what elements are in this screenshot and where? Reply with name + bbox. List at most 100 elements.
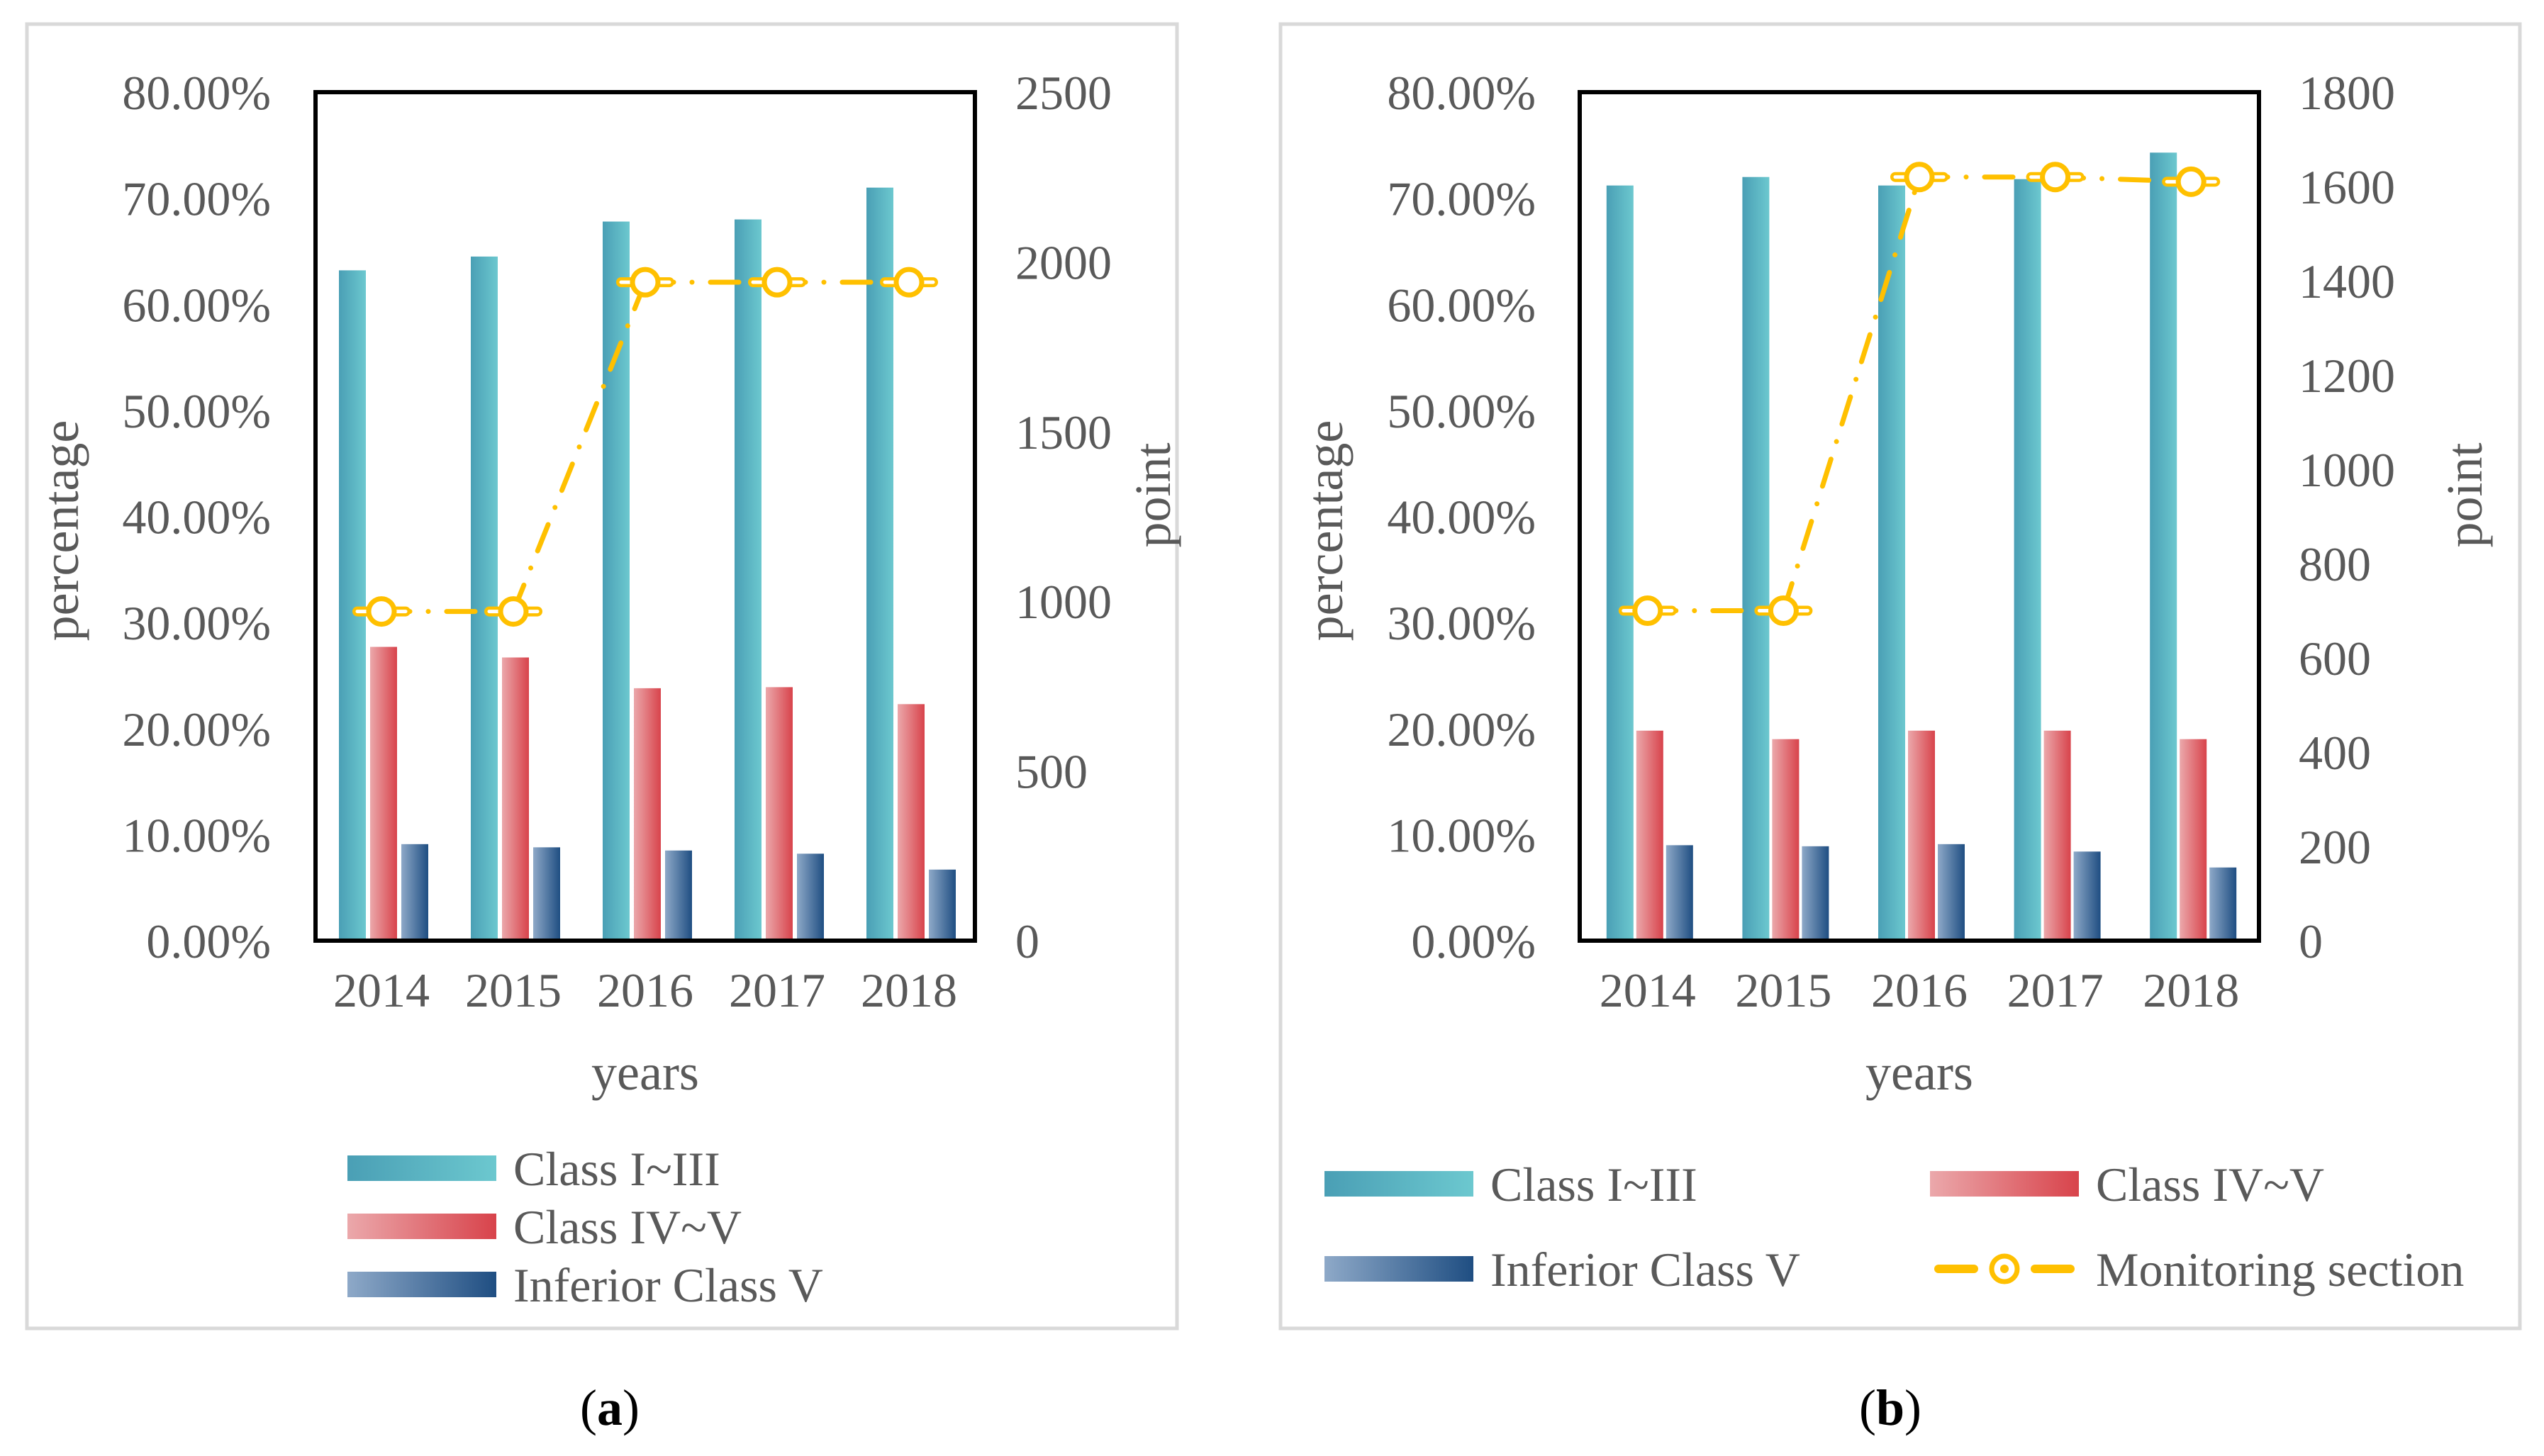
panel-b-line-marker-2017 xyxy=(2040,162,2071,193)
panel-b-bar-inferior-class-v-2016 xyxy=(1938,844,1965,941)
panel-b-x-tick-label: 2014 xyxy=(1600,963,1696,1017)
panel-a-bar-class-iv-v-2016 xyxy=(634,688,661,941)
panel-a-caption-close: ) xyxy=(623,1379,640,1436)
panel-b-bar-class-iv-v-2017 xyxy=(2043,730,2071,941)
panel-a-bar-inferior-class-v-2018 xyxy=(929,869,956,941)
panel-a-bar-inferior-class-v-2016 xyxy=(665,850,692,941)
panel-b-bar-inferior-class-v-2015 xyxy=(1802,846,1829,941)
panel-b-y-tick-label: 50.00% xyxy=(1387,384,1536,438)
panel-a-y-tick-label: 0.00% xyxy=(146,914,271,968)
panel-a-line-marker-2017 xyxy=(761,267,793,298)
panel-a-y-tick-label: 40.00% xyxy=(122,491,271,544)
panel-b-y2-tick-label: 1600 xyxy=(2299,160,2395,214)
panel-a-bar-inferior-class-v-2014 xyxy=(401,844,428,941)
panel-b-line-marker-2015 xyxy=(1768,595,1799,626)
panel-a: 0.00% 10.00% 20.00% 30.00% 40.00% 50.00% 60.00… xyxy=(25,22,1181,1436)
panel-a-frame xyxy=(25,22,1179,1331)
panel-b-caption-close: ) xyxy=(1904,1379,1921,1436)
panel-b-y-tick-label: 40.00% xyxy=(1387,491,1536,544)
panel-b-legend-label-monitoring-section: Monitoring section xyxy=(2096,1243,2464,1297)
panel-b-legend-label-inferior-class-v: Inferior Class V xyxy=(1490,1243,1800,1297)
panel-a-legend-swatch-class-i-iii xyxy=(347,1155,496,1181)
panel-b-legend-swatch-class-iv-v xyxy=(1930,1171,2079,1197)
panel-a-legend-label-class-i-iii: Class I~III xyxy=(513,1142,720,1196)
panel-b-y-axis-label: percentage xyxy=(1297,420,1354,642)
panel-a-y-tick-label: 20.00% xyxy=(122,702,271,756)
panel-b-legend-swatch-inferior-class-v xyxy=(1324,1256,1473,1282)
panel-a-y2-tick-label: 0 xyxy=(1015,914,1039,968)
panel-a-y2-tick-label: 2000 xyxy=(1015,235,1112,289)
panel-b-y2-tick-label: 1400 xyxy=(2299,254,2395,308)
panel-b-line-segment xyxy=(1780,174,1922,613)
panel-b-bar-class-iv-v-2014 xyxy=(1636,730,1663,941)
panel-a-legend-label-class-iv-v: Class IV~V xyxy=(513,1200,742,1254)
panel-a-line-marker-2016 xyxy=(630,267,661,298)
panel-b-y2-tick-label: 600 xyxy=(2299,632,2371,685)
panel-a-y-tick-label: 10.00% xyxy=(122,808,271,862)
panel-b-y-tick-label: 60.00% xyxy=(1387,278,1536,332)
panel-b-y2-axis-label: point xyxy=(2436,442,2493,547)
panel-b-x-tick-label: 2018 xyxy=(2143,963,2239,1017)
panel-a-line-segment xyxy=(511,279,648,615)
panel-b-y2-tick-label: 400 xyxy=(2299,726,2371,780)
panel-b-line-marker-2018 xyxy=(2175,166,2207,197)
panel-a-bar-class-iv-v-2015 xyxy=(502,657,529,941)
panel-b-y-tick-label: 70.00% xyxy=(1387,172,1536,226)
panel-a-bar-class-iv-v-2017 xyxy=(766,687,793,941)
panel-a-y2-axis-label: point xyxy=(1125,442,1181,547)
panel-b-frame xyxy=(1278,22,2522,1331)
panel-a-caption-letter: a xyxy=(597,1379,623,1436)
panel-b: 0.00% 10.00% 20.00% 30.00% 40.00% 50.00% 60.00… xyxy=(1278,22,2522,1436)
panel-b-bar-class-i-iii-2017 xyxy=(2014,179,2041,941)
panel-b-line-marker-2016 xyxy=(1904,162,1935,193)
panel-b-y2-tick-label: 1000 xyxy=(2299,443,2395,497)
panel-a-x-tick-label: 2015 xyxy=(465,963,562,1017)
panel-a-x-tick-label: 2014 xyxy=(333,963,430,1017)
panel-a-x-axis-label: years xyxy=(591,1044,699,1101)
panel-a-line-marker-2015 xyxy=(498,596,529,627)
panel-a-line-marker-2014 xyxy=(366,596,397,627)
panel-b-legend-swatch-monitoring-section xyxy=(1934,1253,2075,1284)
panel-a-bar-class-iv-v-2018 xyxy=(898,704,925,941)
panel-b-y2-tick-label: 1800 xyxy=(2299,66,2395,120)
panel-b-y2-tick-label: 1200 xyxy=(2299,349,2395,403)
panel-b-y-tick-label: 20.00% xyxy=(1387,702,1536,756)
panel-b-y-tick-label: 0.00% xyxy=(1411,914,1536,968)
panel-a-plot-area xyxy=(313,90,977,943)
panel-a-x-tick-label: 2016 xyxy=(597,963,693,1017)
panel-b-bar-class-iv-v-2018 xyxy=(2180,739,2207,941)
panel-a-x-tick-label: 2017 xyxy=(729,963,825,1017)
panel-b-plot-area xyxy=(1578,90,2261,943)
panel-b-caption-letter: b xyxy=(1876,1379,1904,1436)
panel-b-bar-inferior-class-v-2014 xyxy=(1666,845,1693,941)
panel-a-line-monitoring-section xyxy=(352,267,938,627)
panel-a-legend-swatch-inferior-class-v xyxy=(347,1272,496,1297)
panel-a-bar-class-i-iii-2016 xyxy=(603,221,630,941)
panel-a-bar-class-i-iii-2017 xyxy=(735,219,761,941)
panel-a-legend-swatch-class-iv-v xyxy=(347,1214,496,1239)
panel-a-caption-open: ( xyxy=(580,1379,597,1436)
panel-b-line-marker-2014 xyxy=(1632,595,1663,626)
panel-a-y2-tick-label: 1500 xyxy=(1015,405,1112,459)
panel-b-caption-open: ( xyxy=(1859,1379,1876,1436)
panel-a-x-tick-label: 2018 xyxy=(861,963,957,1017)
panel-b-y2-tick-label: 0 xyxy=(2299,914,2323,968)
panel-b-y-tick-label: 10.00% xyxy=(1387,808,1536,862)
panel-a-y-tick-label: 70.00% xyxy=(122,172,271,226)
panel-a-y-tick-label: 80.00% xyxy=(122,66,271,120)
panel-b-y2-tick-label: 200 xyxy=(2299,820,2371,874)
panel-a-y2-tick-label: 2500 xyxy=(1015,66,1112,120)
panel-a-bar-class-iv-v-2014 xyxy=(370,646,397,941)
panel-b-bar-class-i-iii-2014 xyxy=(1606,185,1634,941)
panel-a-caption: (a) xyxy=(580,1379,640,1436)
panel-b-y-tick-label: 80.00% xyxy=(1387,66,1536,120)
panel-b-y2-tick-label: 800 xyxy=(2299,537,2371,591)
panel-a-bar-inferior-class-v-2017 xyxy=(797,853,824,941)
panel-b-bar-class-i-iii-2015 xyxy=(1742,177,1770,941)
panel-b-bar-class-iv-v-2015 xyxy=(1772,739,1800,941)
panel-a-legend-label-inferior-class-v: Inferior Class V xyxy=(513,1258,823,1312)
panel-b-bar-class-i-iii-2018 xyxy=(2150,152,2177,941)
panel-b-bar-class-iv-v-2016 xyxy=(1908,730,1935,941)
